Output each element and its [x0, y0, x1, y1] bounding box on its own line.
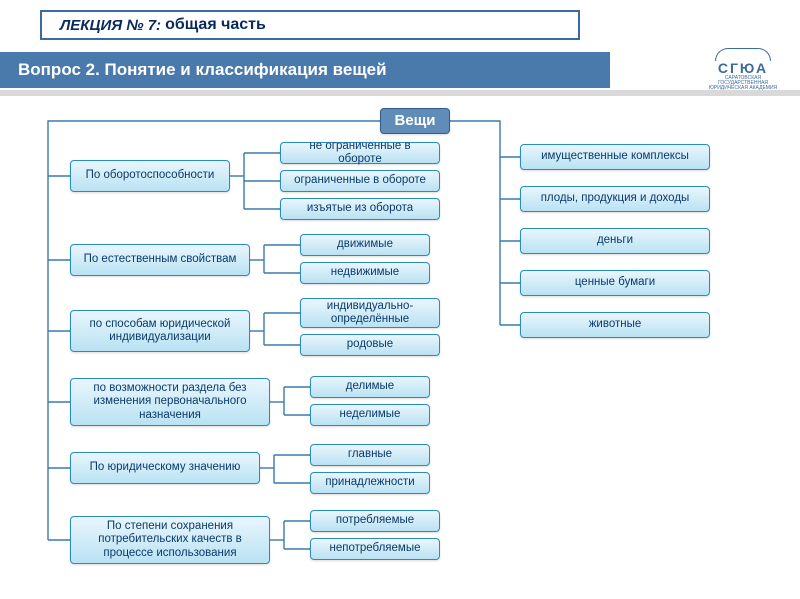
lecture-label: ЛЕКЦИЯ № 7: [60, 17, 161, 34]
node-c5b: принадлежности [310, 472, 430, 494]
node-c2: По естественным свойствам [70, 244, 250, 276]
node-root: Вещи [380, 108, 450, 134]
node-r4: ценные бумаги [520, 270, 710, 296]
node-c5a: главные [310, 444, 430, 466]
node-r2: плоды, продукция и доходы [520, 186, 710, 212]
lecture-bar: ЛЕКЦИЯ № 7: общая часть [40, 10, 580, 40]
node-c3: по способам юридической индивидуализации [70, 310, 250, 352]
node-c4a: делимые [310, 376, 430, 398]
node-c3b: родовые [300, 334, 440, 356]
node-c2a: движимые [300, 234, 430, 256]
node-c1c: изъятые из оборота [280, 198, 440, 220]
node-r5: животные [520, 312, 710, 338]
logo: СГЮА САРАТОВСКАЯ ГОСУДАРСТВЕННАЯЮРИДИЧЕС… [700, 44, 786, 94]
logo-text: СГЮА [718, 60, 768, 76]
node-c6: По степени сохранения потребительских ка… [70, 516, 270, 564]
node-c4b: неделимые [310, 404, 430, 426]
divider [0, 90, 800, 96]
node-c2b: недвижимые [300, 262, 430, 284]
lecture-part: общая часть [165, 16, 266, 34]
node-c6b: непотребляемые [310, 538, 440, 560]
node-c1b: ограниченные в обороте [280, 170, 440, 192]
node-c3a: индивидуально-определённые [300, 298, 440, 328]
node-c1a: не ограниченные в обороте [280, 142, 440, 164]
node-c1: По оборотоспособности [70, 160, 230, 192]
node-c5: По юридическому значению [70, 452, 260, 484]
logo-subtext: САРАТОВСКАЯ ГОСУДАРСТВЕННАЯЮРИДИЧЕСКАЯ А… [700, 76, 786, 91]
question-bar: Вопрос 2. Понятие и классификация вещей [0, 52, 610, 88]
slide: ЛЕКЦИЯ № 7: общая часть Вопрос 2. Поняти… [0, 0, 800, 599]
node-r3: деньги [520, 228, 710, 254]
node-c4: по возможности раздела без изменения пер… [70, 378, 270, 426]
question-text: Вопрос 2. Понятие и классификация вещей [18, 60, 387, 80]
node-r1: имущественные комплексы [520, 144, 710, 170]
node-c6a: потребляемые [310, 510, 440, 532]
